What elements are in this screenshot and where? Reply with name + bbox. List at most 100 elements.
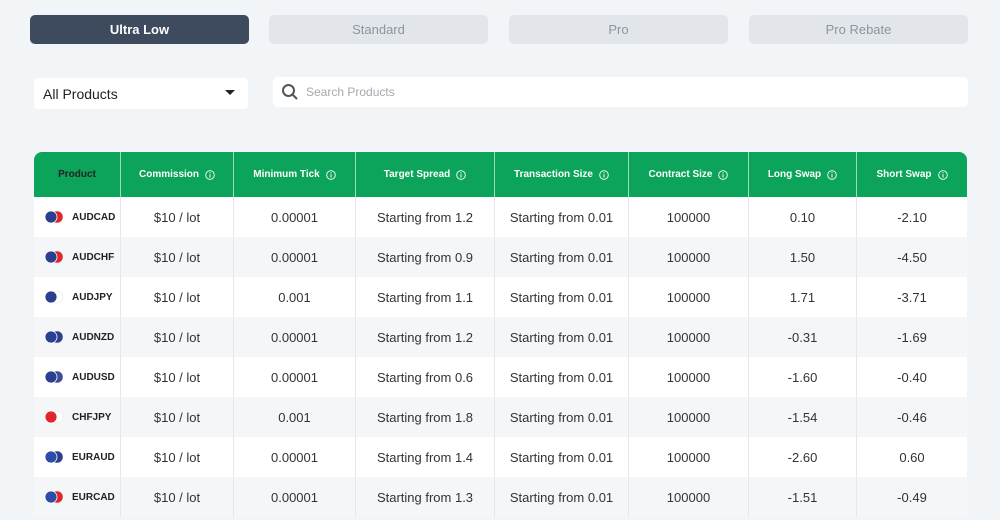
table-cell: $10 / lot [121, 477, 234, 517]
table-cell: $10 / lot [121, 317, 234, 357]
table-cell: AUDCAD [34, 197, 121, 237]
table-cell: -2.10 [857, 197, 967, 237]
table-cell: Starting from 0.01 [495, 477, 629, 517]
info-icon [205, 169, 215, 180]
table-header: Product Commission Minimum Tick Target Spre… [34, 152, 967, 197]
cell-value: -1.54 [787, 409, 818, 425]
table-cell: Starting from 1.1 [356, 277, 495, 317]
cell-value: 0.60 [899, 449, 925, 465]
cell-value: Starting from 0.01 [509, 329, 614, 345]
cell-value: -2.60 [787, 449, 818, 465]
cell-value: -2.10 [897, 209, 927, 225]
currency-flags [44, 330, 64, 344]
cell-value: 100000 [666, 249, 711, 265]
product-table: Product Commission Minimum Tick Target Spre… [34, 152, 967, 517]
product-filter[interactable]: All Products [34, 78, 248, 109]
header-cell: Contract Size [629, 152, 749, 197]
table-cell: Starting from 1.3 [356, 477, 495, 517]
table-cell: 0.001 [234, 277, 356, 317]
cell-value: Starting from 0.01 [509, 249, 614, 265]
cell-value: -1.69 [897, 329, 927, 345]
table-cell: AUDUSD [34, 357, 121, 397]
header-label: Contract Size [648, 169, 713, 180]
table-cell: 1.71 [749, 277, 857, 317]
table-cell: $10 / lot [121, 277, 234, 317]
table-cell: 1.50 [749, 237, 857, 277]
cell-value: Starting from 1.4 [376, 449, 474, 465]
search-box[interactable]: Search Products [273, 77, 968, 107]
cell-value: $10 / lot [153, 329, 201, 345]
cell-value: 0.00001 [271, 489, 318, 505]
header-label: Long Swap [767, 169, 822, 180]
table-row: CHFJPY $10 / lot 0.001 Starting from 1.8 Sta… [34, 397, 967, 437]
table-cell: Starting from 0.9 [356, 237, 495, 277]
cell-value: Starting from 0.01 [509, 209, 614, 225]
header-label: Product [58, 169, 96, 180]
table-cell: 0.001 [234, 397, 356, 437]
table-cell: $10 / lot [121, 357, 234, 397]
cell-value: 1.71 [789, 289, 816, 305]
table-row: AUDCHF $10 / lot 0.00001 Starting from 0.9 S… [34, 237, 967, 277]
cell-value: $10 / lot [153, 289, 201, 305]
table-cell: -0.31 [749, 317, 857, 357]
header-label: Short Swap [876, 169, 932, 180]
info-icon [325, 169, 336, 180]
cell-value: 0.00001 [271, 249, 318, 265]
cell-value: Starting from 0.9 [376, 249, 474, 265]
table-row: AUDNZD $10 / lot 0.00001 Starting from 1.2 S… [34, 317, 967, 357]
search-placeholder: Search Products [306, 85, 395, 99]
tab[interactable]: Pro [509, 15, 728, 44]
cell-value: 100000 [666, 209, 711, 225]
header-cell: Minimum Tick [234, 152, 356, 197]
table-cell: Starting from 0.01 [495, 397, 629, 437]
table-cell: $10 / lot [121, 197, 234, 237]
cell-value: Starting from 0.6 [376, 369, 474, 385]
header-cell: Transaction Size [495, 152, 629, 197]
info-icon [827, 169, 837, 180]
table-cell: 100000 [629, 197, 749, 237]
cell-value: 0.00001 [271, 209, 318, 225]
tab[interactable]: Pro Rebate [749, 15, 968, 44]
table-cell: 0.00001 [234, 197, 356, 237]
table-cell: 0.00001 [234, 477, 356, 517]
header-label: Minimum Tick [253, 169, 320, 180]
header-label: Target Spread [383, 169, 451, 180]
table-cell: 100000 [629, 477, 749, 517]
table-cell: Starting from 1.2 [356, 317, 495, 357]
cell-value: 100000 [666, 289, 711, 305]
currency-flags [44, 370, 64, 384]
tab[interactable]: Ultra Low [30, 15, 249, 44]
table-cell: 100000 [629, 237, 749, 277]
table-cell: AUDJPY [34, 277, 121, 317]
cell-value: Starting from 0.01 [509, 409, 614, 425]
currency-flags [44, 490, 64, 504]
product-name: AUDJPY [72, 291, 113, 303]
table-cell: 0.60 [857, 437, 967, 477]
table-cell: -1.51 [749, 477, 857, 517]
info-icon [937, 169, 948, 180]
header-cell: Long Swap [749, 152, 857, 197]
table-cell: 100000 [629, 357, 749, 397]
product-name: EURCAD [72, 491, 115, 503]
table-cell: -0.49 [857, 477, 967, 517]
cell-value: 0.001 [278, 409, 311, 425]
table-cell: Starting from 1.4 [356, 437, 495, 477]
table-cell: -4.50 [857, 237, 967, 277]
product-name: CHFJPY [72, 411, 112, 423]
table-cell: Starting from 0.01 [495, 237, 629, 277]
cell-value: 100000 [666, 489, 711, 505]
table-cell: Starting from 1.8 [356, 397, 495, 437]
cell-value: 100000 [666, 369, 711, 385]
table-cell: -1.69 [857, 317, 967, 357]
cell-value: -0.31 [787, 329, 818, 345]
filter-label: All Products [43, 85, 118, 102]
table-row: EURAUD $10 / lot 0.00001 Starting from 1.4 S… [34, 437, 967, 477]
info-icon [456, 169, 467, 180]
cell-value: Starting from 1.3 [376, 489, 474, 505]
header-cell: Commission [121, 152, 234, 197]
table-cell: 100000 [629, 317, 749, 357]
tab[interactable]: Standard [269, 15, 488, 44]
table-cell: Starting from 0.01 [495, 277, 629, 317]
table-cell: -1.54 [749, 397, 857, 437]
